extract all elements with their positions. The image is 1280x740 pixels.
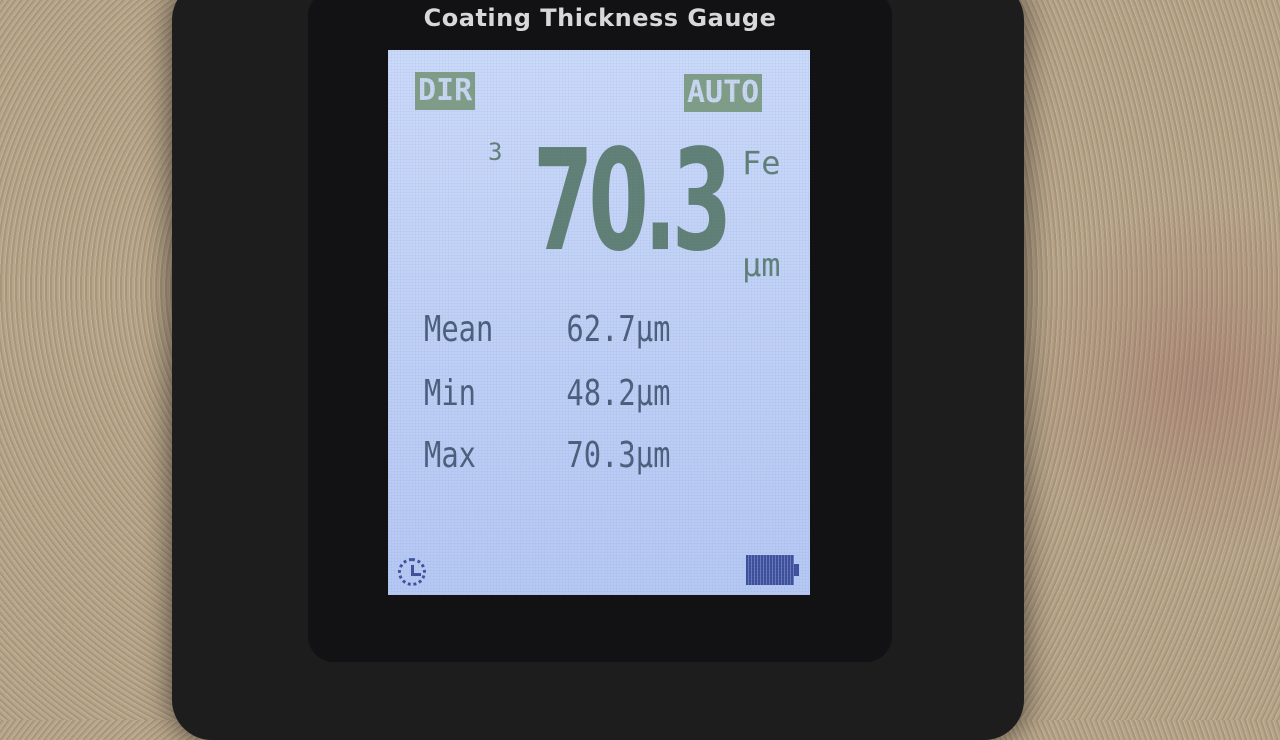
stat-label: Min: [424, 373, 477, 414]
main-reading: 70.3: [533, 120, 732, 283]
substrate-label: Fe: [742, 144, 781, 182]
stat-value: 48.2μm: [566, 373, 671, 414]
stat-value: 70.3μm: [566, 435, 671, 476]
stat-row-max: Max 70.3μm: [424, 434, 670, 478]
clock-icon: [398, 558, 426, 586]
stat-row-min: Min 48.2μm: [424, 372, 670, 416]
dir-mode-badge: DIR: [415, 72, 476, 110]
device-title: Coating Thickness Gauge: [423, 4, 777, 32]
stat-label: Mean: [424, 309, 494, 350]
stat-label: Max: [424, 435, 477, 476]
reading-count: 3: [488, 138, 503, 166]
lcd-screen: DIR AUTO 3 70.3 Fe μm Mean 62.7μm Min 48…: [388, 50, 810, 595]
stat-value: 62.7μm: [566, 309, 671, 350]
stat-row-mean: Mean 62.7μm: [424, 308, 670, 352]
unit-label: μm: [742, 246, 781, 284]
auto-badge: AUTO: [684, 74, 763, 112]
battery-icon: [746, 555, 799, 585]
